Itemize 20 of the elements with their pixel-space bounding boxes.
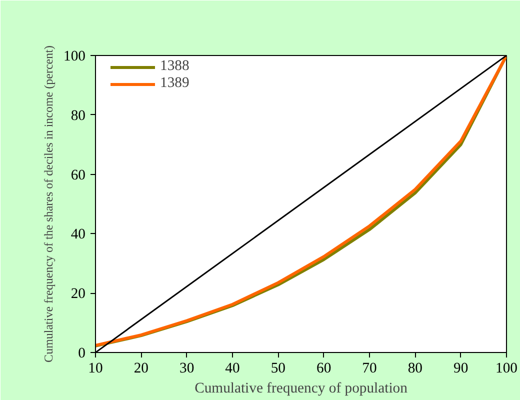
x-tick-label: 50 <box>270 360 286 376</box>
y-tick-label: 60 <box>70 167 86 184</box>
x-tick-label: 80 <box>408 360 422 376</box>
y-axis-title: Cumulative frequency of the shares of deciles in income (percent) <box>42 46 56 362</box>
y-tick-label: 0 <box>78 346 86 362</box>
y-tick-label: 100 <box>64 48 86 64</box>
y-tick-label: 20 <box>70 286 86 302</box>
x-tick-label: 60 <box>316 360 332 376</box>
y-tick-label: 80 <box>70 108 86 124</box>
x-tick-label: 90 <box>454 360 468 376</box>
x-tick-label: 40 <box>225 360 240 376</box>
legend-label: 1388 <box>160 58 190 75</box>
x-tick-label: 10 <box>88 360 103 376</box>
x-tick-label: 30 <box>180 360 194 376</box>
x-tick-label: 20 <box>134 360 148 376</box>
legend-label: 1389 <box>160 75 190 92</box>
x-tick-label: 70 <box>362 360 377 376</box>
x-axis-title: Cumulative frequency of population <box>194 380 408 396</box>
y-tick-label: 40 <box>70 226 86 243</box>
x-tick-label: 100 <box>496 360 518 376</box>
